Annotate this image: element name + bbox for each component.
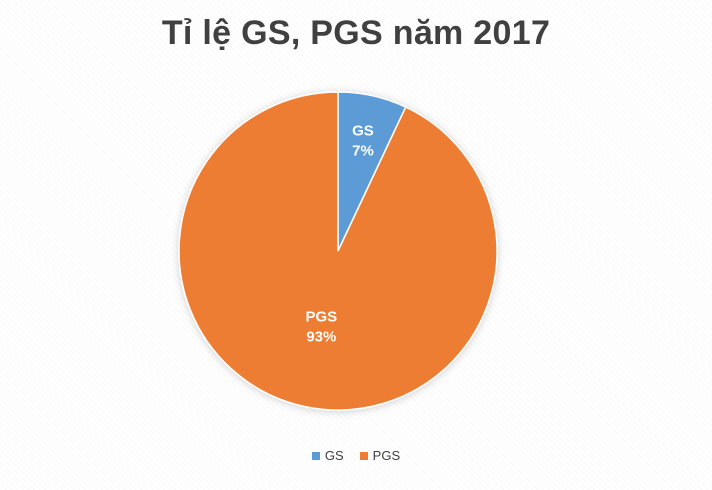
slice-value-gs: 7% — [352, 142, 374, 159]
legend-label-gs: GS — [324, 448, 344, 463]
pie-slice-pgs — [178, 91, 498, 411]
pie-slices — [178, 91, 498, 411]
legend-item-pgs: PGS — [359, 448, 401, 463]
legend-swatch-pgs — [359, 451, 368, 460]
pie-chart: GS 7% PGS 93% — [178, 91, 498, 411]
pie-labels: GS 7% PGS 93% — [306, 122, 374, 345]
legend-label-pgs: PGS — [372, 448, 401, 463]
legend: GS PGS — [0, 448, 712, 463]
slice-label-pgs: PGS — [306, 308, 338, 325]
legend-item-gs: GS — [311, 448, 344, 463]
slice-label-gs: GS — [352, 122, 374, 139]
chart-title: Tỉ lệ GS, PGS năm 2017 — [161, 14, 551, 52]
slice-value-pgs: 93% — [306, 328, 336, 345]
legend-swatch-gs — [311, 451, 320, 460]
